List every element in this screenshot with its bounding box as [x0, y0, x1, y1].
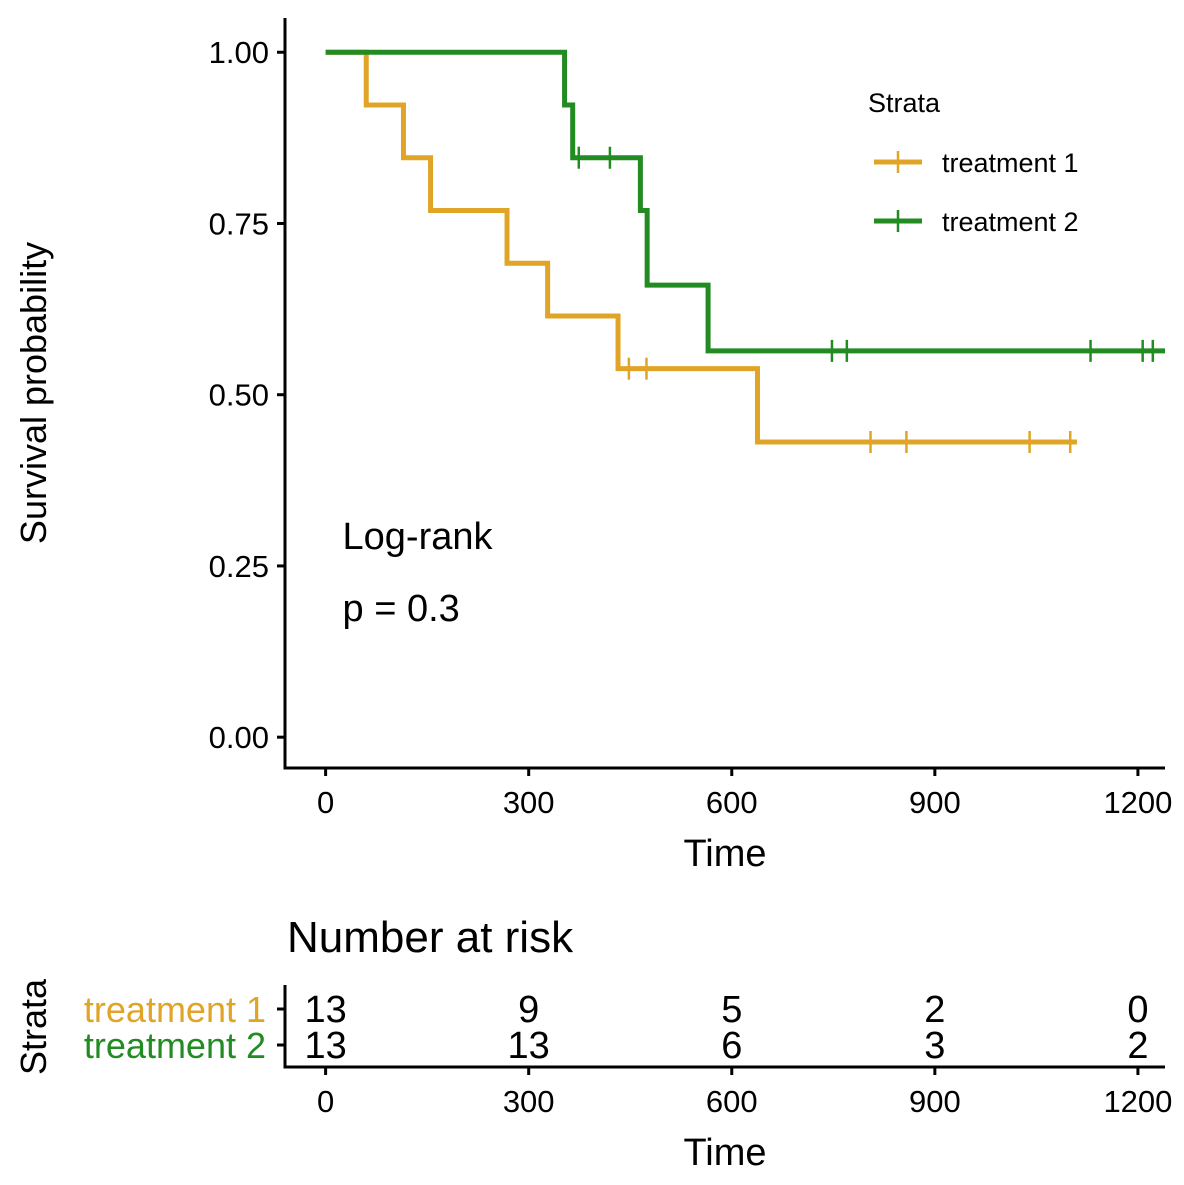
x-axis-title: Time	[683, 833, 766, 875]
risk-value-treatment-2-300: 13	[508, 1025, 550, 1067]
x-ticks: 0 300 600 900 1200	[317, 768, 1172, 820]
y-tick-label-4: 1.00	[209, 35, 269, 70]
risk-x-ticks: 0 300 600 900 1200	[317, 1067, 1172, 1119]
risk-value-treatment-2-600: 6	[721, 1025, 742, 1067]
y-tick-label-2: 0.50	[209, 378, 269, 413]
risk-row-label-treatment-1: treatment 1	[84, 989, 266, 1030]
risk-value-treatment-1-600: 5	[721, 989, 742, 1031]
curve-treatment-2	[325, 49, 1165, 354]
risk-row-label-treatment-2: treatment 2	[84, 1025, 266, 1066]
risk-table-title: Number at risk	[287, 913, 574, 962]
x-tick-label-2: 600	[706, 785, 758, 820]
legend-label-treatment-2: treatment 2	[942, 207, 1079, 237]
legend-label-treatment-1: treatment 1	[942, 148, 1079, 178]
risk-table: Number at risk Strata treatment 1 13 9 5 2 0t…	[13, 913, 1172, 1174]
x-tick-label-0: 0	[317, 785, 334, 820]
risk-value-treatment-2-1200: 2	[1127, 1025, 1148, 1067]
legend-entries: treatment 1 treatment 2	[874, 148, 1079, 237]
risk-x-tick-label-3: 900	[909, 1084, 961, 1119]
risk-value-treatment-2-900: 3	[924, 1025, 945, 1067]
y-tick-label-0: 0.00	[209, 720, 269, 755]
risk-x-tick-label-2: 600	[706, 1084, 758, 1119]
risk-value-treatment-1-1200: 0	[1127, 989, 1148, 1031]
risk-value-treatment-1-0: 13	[304, 989, 346, 1031]
risk-x-axis-title: Time	[683, 1132, 766, 1174]
risk-value-treatment-2-0: 13	[304, 1025, 346, 1067]
x-tick-label-3: 900	[909, 785, 961, 820]
curve-treatment-1	[325, 49, 1077, 445]
legend: Strata treatment 1 treatment 2	[868, 88, 1079, 237]
x-tick-label-1: 300	[503, 785, 555, 820]
risk-table-y-title: Strata	[13, 978, 54, 1075]
survival-curves	[325, 49, 1165, 445]
survival-plot: 0.00 0.25 0.50 0.75 1.00 0 300 600 900 1200 Surv…	[13, 18, 1172, 875]
censor-marks	[577, 146, 1155, 453]
logrank-label: Log-rank	[343, 516, 494, 558]
y-tick-label-1: 0.25	[209, 549, 269, 584]
legend-title: Strata	[868, 88, 941, 118]
risk-x-tick-label-4: 1200	[1103, 1084, 1172, 1119]
y-ticks: 0.00 0.25 0.50 0.75 1.00	[209, 35, 285, 755]
risk-value-treatment-1-300: 9	[518, 989, 539, 1031]
logrank-pvalue: p = 0.3	[343, 588, 460, 630]
y-tick-label-3: 0.75	[209, 206, 269, 241]
risk-x-tick-label-1: 300	[503, 1084, 555, 1119]
risk-x-tick-label-0: 0	[317, 1084, 334, 1119]
risk-value-treatment-1-900: 2	[924, 989, 945, 1031]
x-tick-label-4: 1200	[1103, 785, 1172, 820]
y-axis-title: Survival probability	[13, 242, 54, 544]
